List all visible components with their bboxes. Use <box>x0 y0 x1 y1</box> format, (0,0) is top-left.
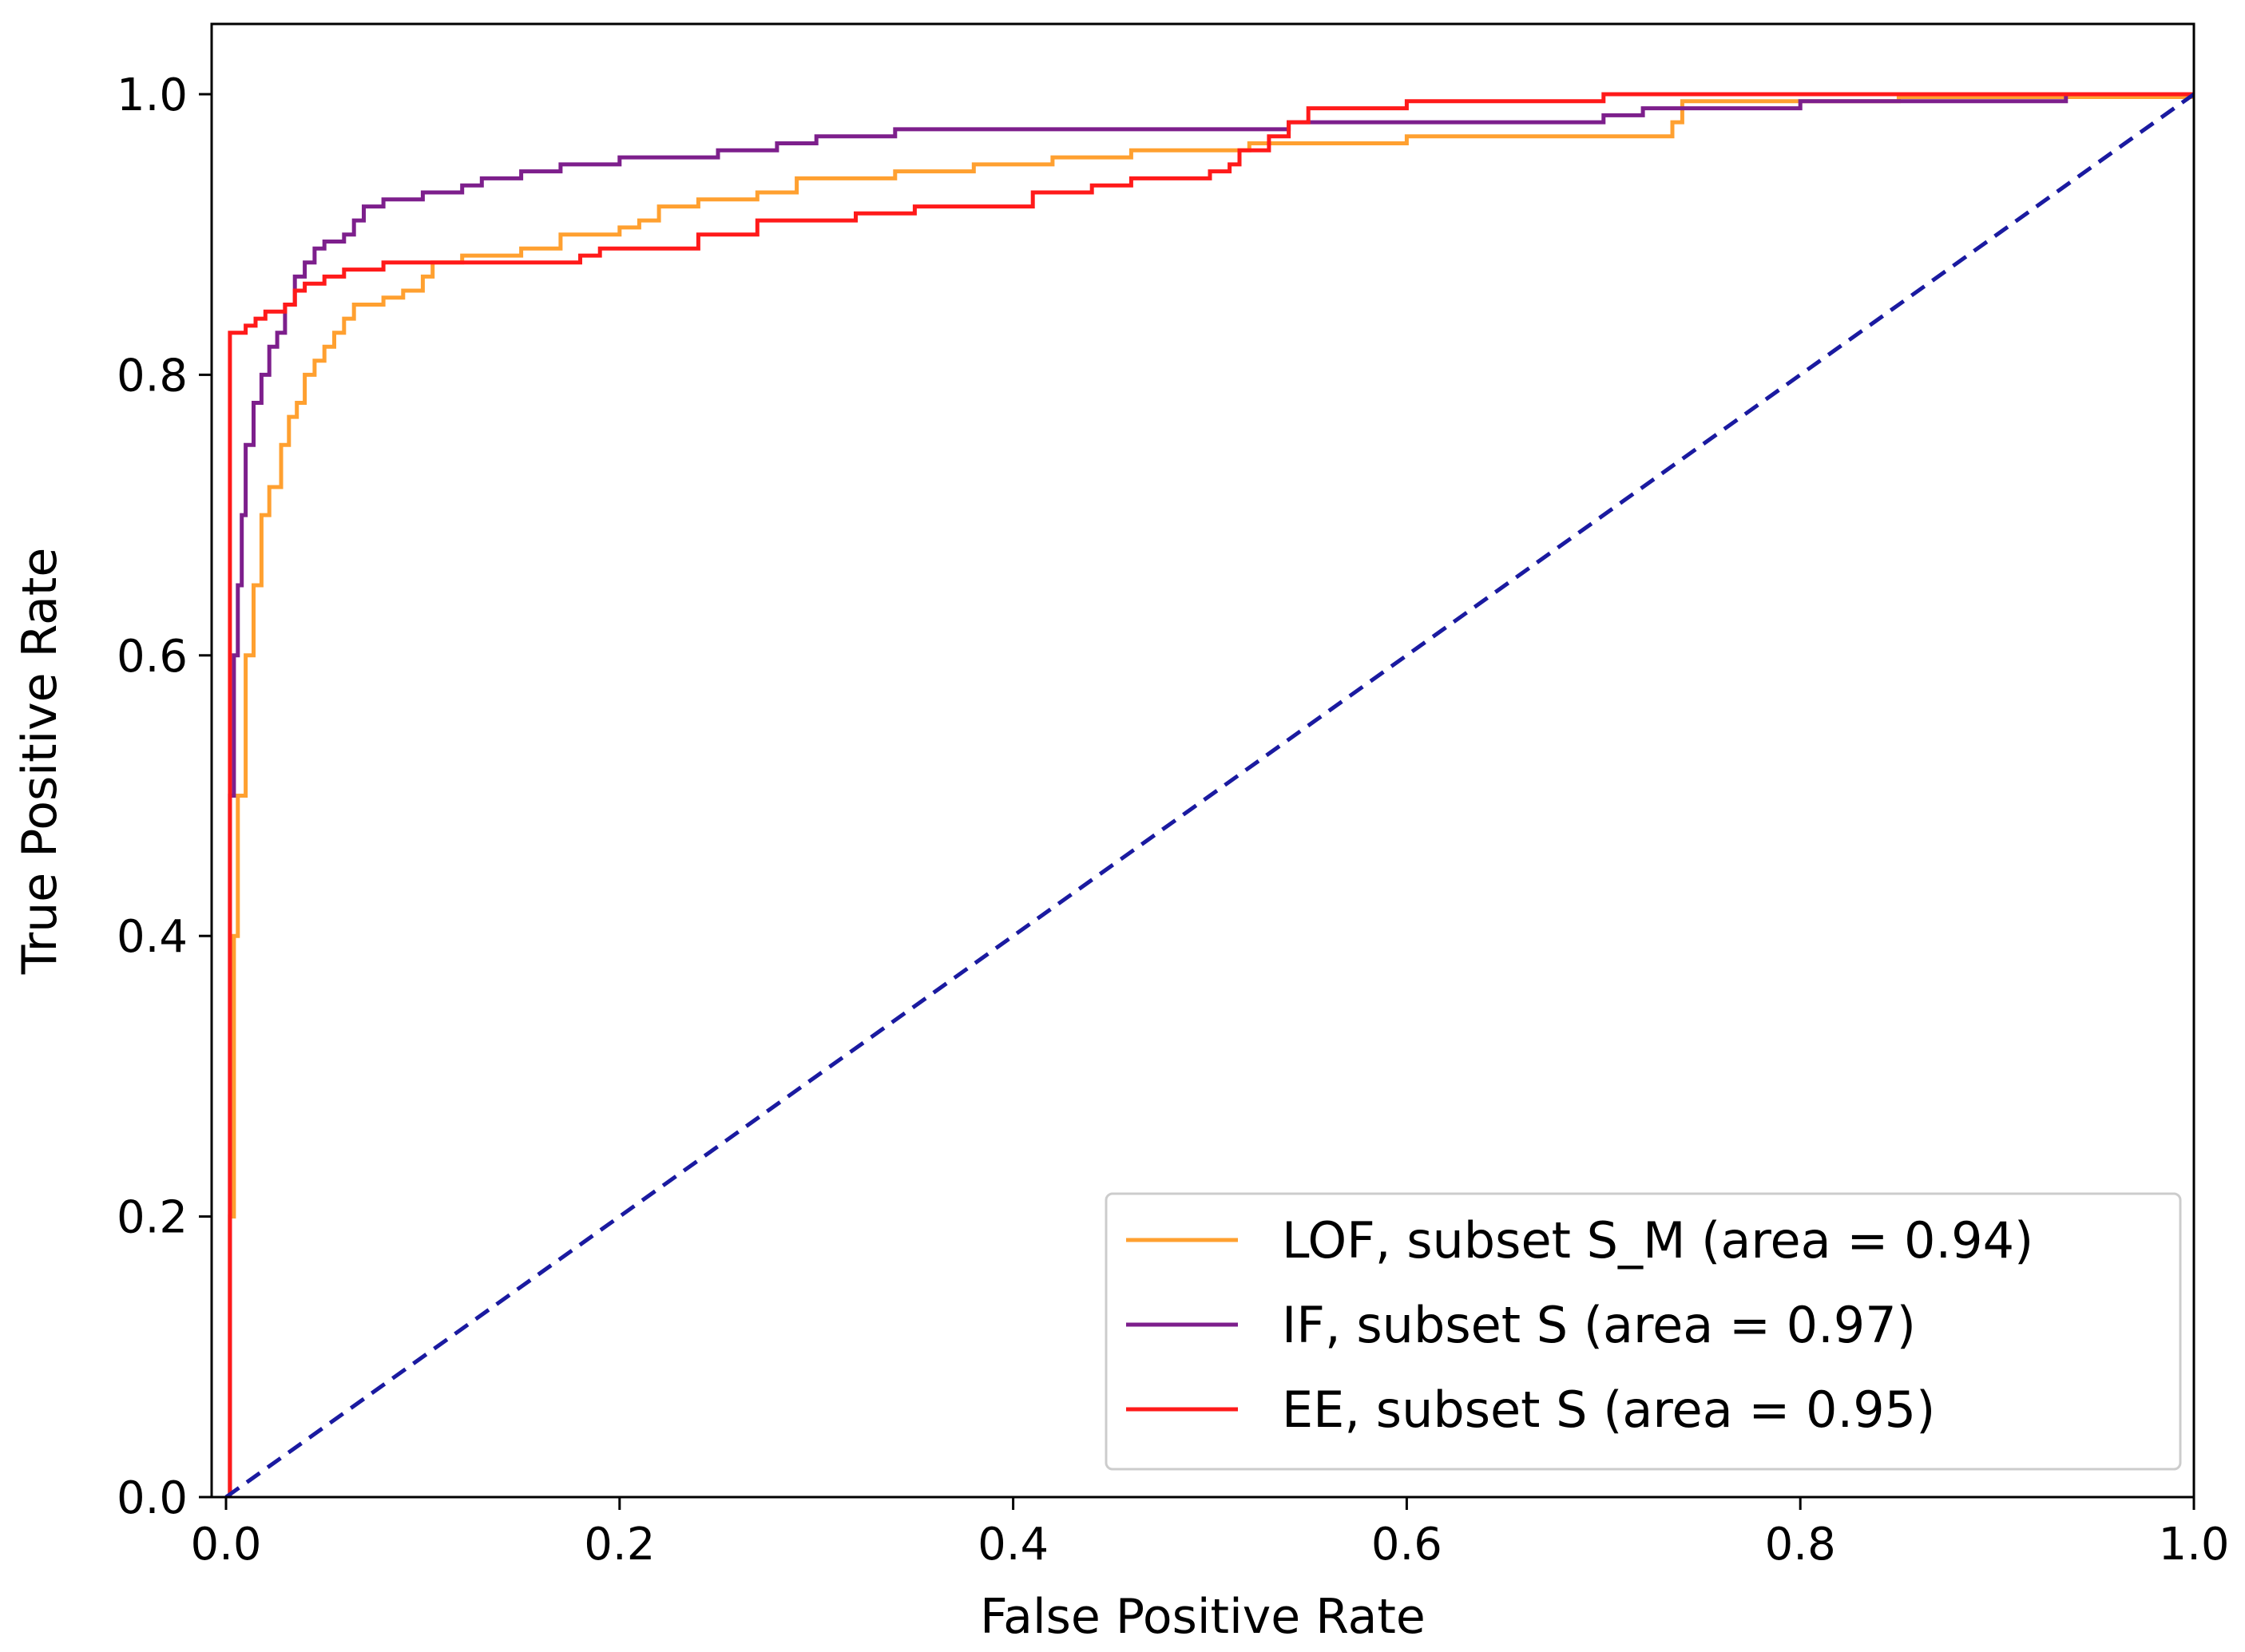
y-tick-label: 0.6 <box>117 631 188 683</box>
x-axis-label: False Positive Rate <box>980 1589 1426 1645</box>
y-tick-label: 0.4 <box>117 911 188 963</box>
legend-label-3: EE, subset S (area = 0.95) <box>1282 1381 1935 1439</box>
x-axis-ticks: 0.0 0.2 0.4 0.6 0.8 1.0 <box>190 1497 2230 1571</box>
y-tick-label: 1.0 <box>117 69 188 121</box>
x-tick-label: 0.2 <box>584 1519 655 1571</box>
y-axis-label: True Positive Rate <box>12 548 68 975</box>
y-tick-label: 0.8 <box>117 350 188 402</box>
x-tick-label: 0.6 <box>1371 1519 1442 1571</box>
series-line-2 <box>226 92 2194 1497</box>
legend-label-1: LOF, subset S_M (area = 0.94) <box>1282 1211 2033 1270</box>
series-line-3 <box>226 92 2194 1497</box>
chance-diagonal-line <box>224 92 2194 1497</box>
y-tick-label: 0.0 <box>117 1472 188 1524</box>
x-tick-label: 0.8 <box>1765 1519 1836 1571</box>
legend-label-2: IF, subset S (area = 0.97) <box>1282 1296 1916 1354</box>
plot-area-frame <box>210 22 2195 1499</box>
y-tick-label: 0.2 <box>117 1192 188 1244</box>
x-tick-label: 0.4 <box>978 1519 1049 1571</box>
x-tick-label: 1.0 <box>2158 1519 2229 1571</box>
legend-box <box>1105 1192 2182 1471</box>
legend: LOF, subset S_M (area = 0.94) IF, subset … <box>1105 1192 2182 1471</box>
y-axis-ticks: 0.0 0.2 0.4 0.6 0.8 1.0 <box>117 69 212 1524</box>
x-tick-label: 0.0 <box>190 1519 261 1571</box>
series-layer <box>224 92 2194 1497</box>
